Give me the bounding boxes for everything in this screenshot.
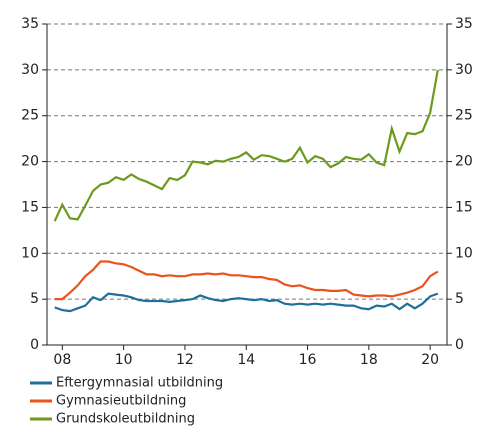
y2-tick-label: 30 (455, 62, 473, 78)
y2-tick-label: 0 (455, 337, 464, 353)
y-tick-label: 10 (21, 245, 39, 261)
y-tick-label: 35 (21, 16, 39, 32)
y-tick-label: 30 (21, 62, 39, 78)
line (54, 292, 439, 313)
legend-label: Grundskoleutbildning (56, 412, 195, 427)
y2-tick-label: 15 (455, 199, 473, 215)
y2-tick-label: 5 (455, 291, 464, 307)
legend-label: Eftergymnasial utbildning (56, 376, 223, 391)
y-tick-label: 15 (21, 199, 39, 215)
x-tick-label: 16 (299, 352, 317, 368)
x-tick-label: 12 (176, 352, 194, 368)
y-tick-label: 20 (21, 154, 39, 170)
y2-tick-label: 20 (455, 154, 473, 170)
legend-label: Gymnasieutbildning (56, 394, 186, 409)
y-tick-label: 5 (30, 291, 39, 307)
line (54, 260, 439, 301)
y2-tick-label: 35 (455, 16, 473, 32)
y2-tick-label: 25 (455, 108, 473, 124)
x-tick-label: 08 (53, 352, 71, 368)
x-tick-label: 10 (115, 352, 133, 368)
x-tick-label: 20 (421, 352, 439, 368)
y-tick-label: 0 (30, 337, 39, 353)
x-tick-label: 14 (237, 352, 255, 368)
y-tick-label: 25 (21, 108, 39, 124)
line (53, 69, 439, 222)
x-tick-label: 18 (360, 352, 378, 368)
y2-tick-label: 10 (455, 245, 473, 261)
